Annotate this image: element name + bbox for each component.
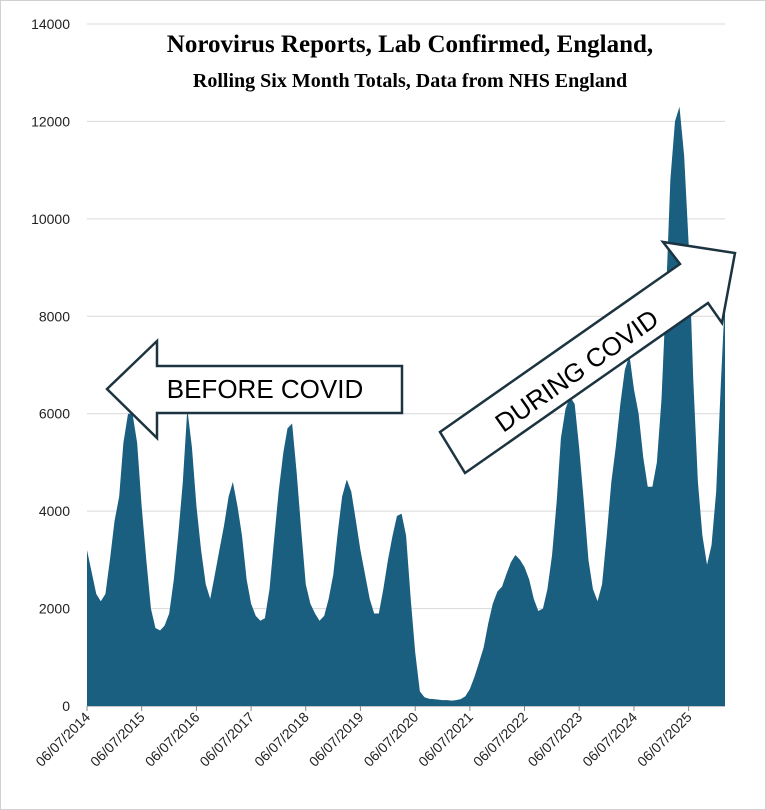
before-label: BEFORE COVID [167, 374, 363, 404]
y-tick-label: 10000 [31, 211, 70, 227]
chart-subtitle: Rolling Six Month Totals, Data from NHS … [193, 70, 627, 92]
y-tick-label: 12000 [31, 113, 70, 129]
area-layer [87, 106, 725, 706]
y-tick-label: 14000 [31, 16, 70, 32]
y-tick-label: 6000 [39, 406, 70, 422]
during-arrow [438, 240, 737, 475]
chart-title: Norovirus Reports, Lab Confirmed, Englan… [167, 31, 653, 58]
area [87, 106, 725, 706]
y-tick-label: 0 [62, 698, 70, 714]
y-tick-label: 4000 [39, 503, 70, 519]
y-tick-label: 8000 [39, 308, 70, 324]
before-arrow [105, 338, 404, 441]
y-tick-label: 2000 [39, 601, 70, 617]
